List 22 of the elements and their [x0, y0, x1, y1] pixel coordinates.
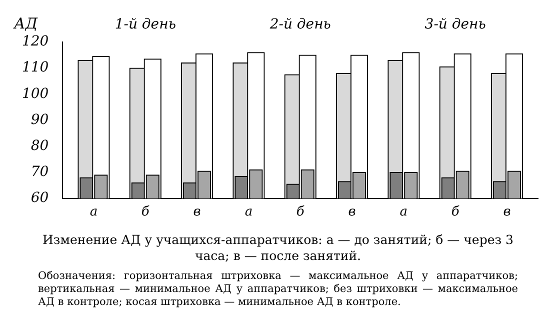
text: Обозначения: горизонтальная штриховка — максимальное АД у аппаратчиков; вертикальная — минимальное АД у аппаратчиков; без штриховки — максимальное АД в контроле; косая штриховка — минимальное АД в контроле.: [37, 269, 519, 309]
text: 1-й день: [114, 16, 176, 33]
x-tick-label: в: [348, 204, 356, 220]
x-tick-label: в: [193, 204, 201, 220]
x-tick-label: в: [503, 204, 511, 220]
y-axis-title: АД: [13, 14, 38, 32]
x-tick-label: а: [400, 204, 408, 220]
text: 3-й день: [424, 16, 486, 33]
y-tick-label: 90: [30, 112, 49, 128]
x-tick-label: а: [244, 204, 253, 220]
y-tick-label: 100: [22, 86, 49, 102]
y-tick-label: 120: [22, 34, 49, 50]
y-tick-label: 80: [30, 138, 49, 154]
text: Изменение АД у учащихся-аппаратчиков: а — до занятий; б — через 3 часа; в — после занятий.: [42, 231, 514, 264]
x-tick-label: а: [90, 204, 98, 220]
text: 2-й день: [268, 16, 331, 33]
y-tick-label: 60: [30, 190, 49, 206]
x-tick-label: б: [451, 204, 460, 220]
y-tick-label: 70: [30, 164, 49, 180]
x-tick-label: б: [296, 204, 304, 220]
y-tick-label: 110: [22, 60, 49, 76]
x-tick-label: б: [141, 204, 150, 220]
